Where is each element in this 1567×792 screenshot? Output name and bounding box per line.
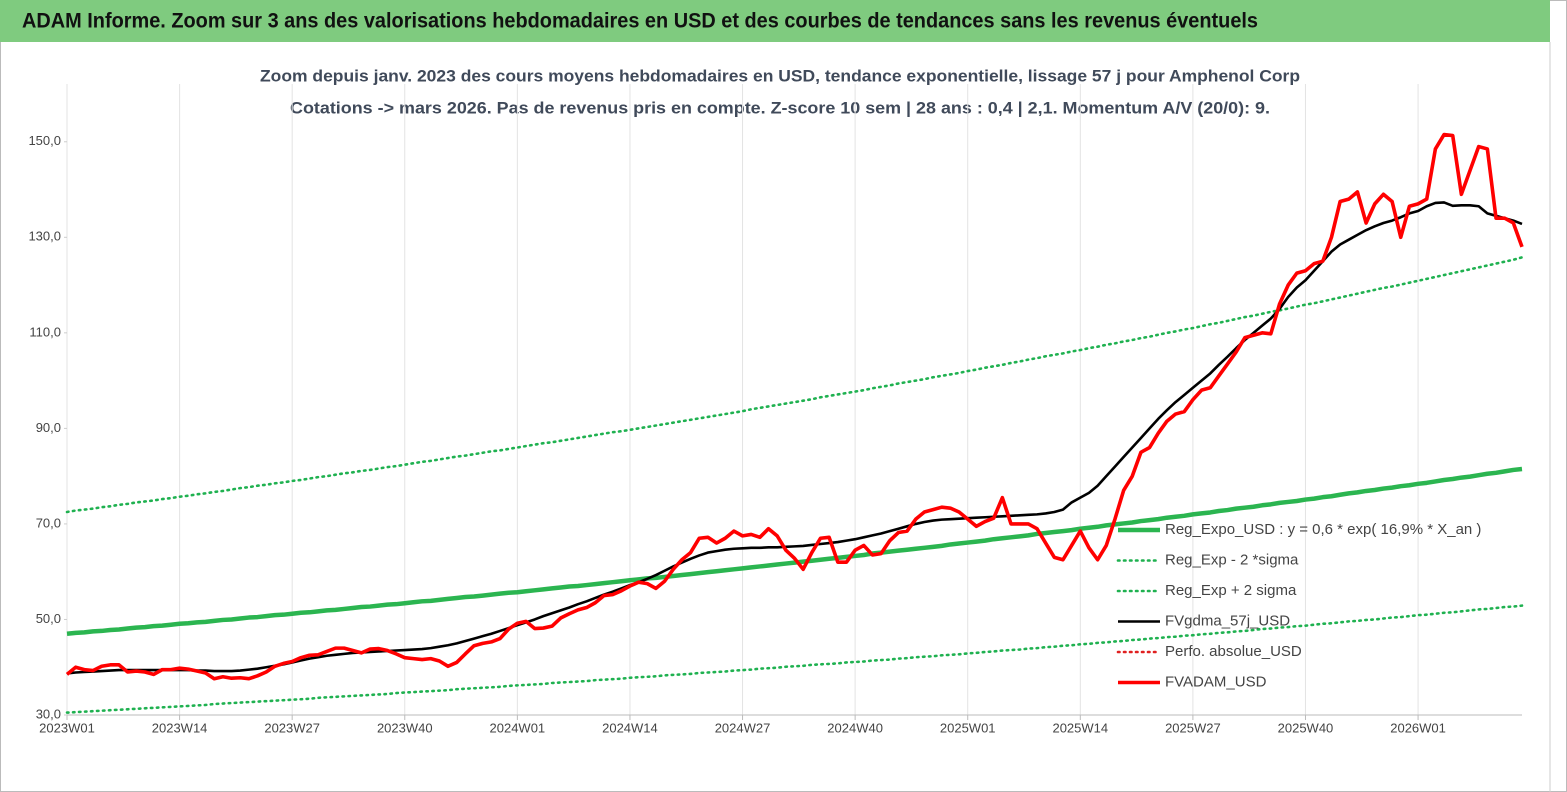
x-tick-label: 2024W40 (827, 720, 883, 735)
legend-label: Reg_Exp - 2 *sigma (1165, 551, 1299, 568)
x-tick-label: 2026W01 (1390, 720, 1446, 735)
x-tick-label: 2023W14 (152, 720, 208, 735)
legend-label: Reg_Expo_USD : y = 0,6 * exp( 16,9% * X_… (1165, 521, 1481, 538)
x-tick-label: 2025W27 (1165, 720, 1221, 735)
y-tick-label: 130,0 (28, 229, 61, 244)
x-tick-label: 2025W01 (940, 720, 996, 735)
series-line (65, 132, 1524, 681)
chart-subtitle: Cotations -> mars 2026. Pas de revenus p… (290, 98, 1270, 117)
x-tick-label: 2025W40 (1278, 720, 1334, 735)
y-tick-label: 150,0 (28, 133, 61, 148)
legend-label: FVADAM_USD (1165, 673, 1267, 690)
y-tick-label: 110,0 (29, 324, 61, 339)
chart-title: Zoom depuis janv. 2023 des cours moyens … (260, 66, 1300, 85)
y-tick-label: 70,0 (36, 515, 61, 530)
series-line (66, 466, 1523, 637)
x-tick-label: 2023W40 (377, 720, 433, 735)
y-tick-label: 30,0 (36, 706, 61, 721)
banner (0, 0, 1550, 42)
y-tick-label: 90,0 (36, 420, 61, 435)
x-tick-label: 2024W14 (602, 720, 658, 735)
x-tick-label: 2023W01 (39, 720, 95, 735)
y-tick-label: 50,0 (36, 611, 61, 626)
legend-label: Reg_Exp + 2 sigma (1165, 582, 1297, 599)
x-tick-label: 2024W01 (490, 720, 546, 735)
legend-label: Perfo. absolue_USD (1165, 643, 1302, 660)
x-tick-label: 2024W27 (715, 720, 771, 735)
x-tick-label: 2025W14 (1052, 720, 1108, 735)
banner-title: ADAM Informe. Zoom sur 3 ans des valoris… (22, 10, 1258, 33)
x-tick-label: 2023W27 (264, 720, 320, 735)
legend-label: FVgdma_57j_USD (1165, 612, 1290, 629)
